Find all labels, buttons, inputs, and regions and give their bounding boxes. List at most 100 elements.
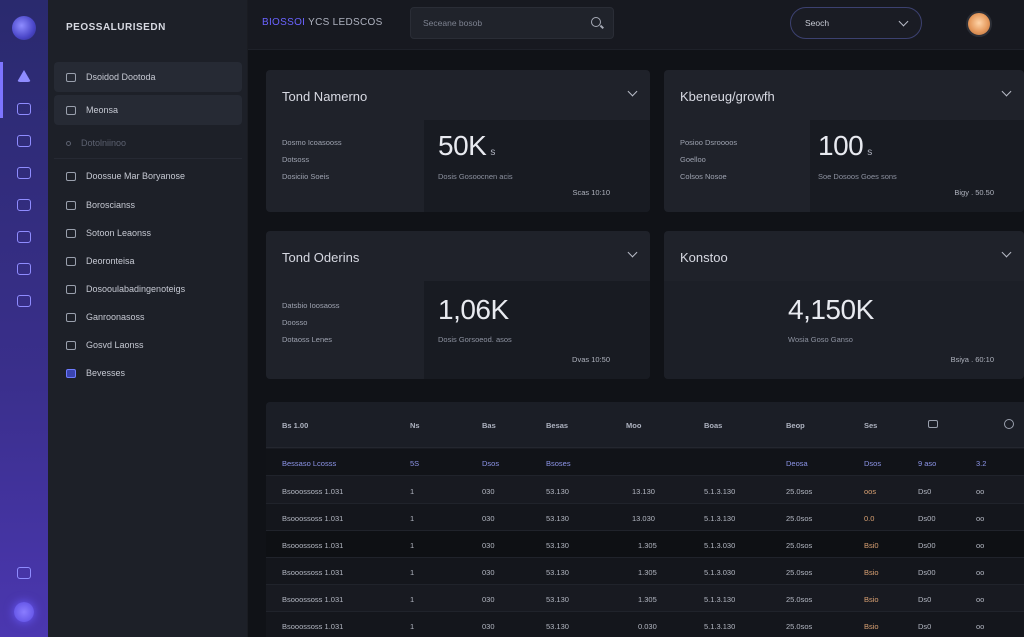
page-title-text: YCS LEDSCOS [308,17,383,28]
sidebar-item-overview[interactable]: Doossue Mar Boryanose [54,161,242,191]
chevron-down-icon[interactable] [627,86,638,97]
table-cell: 1 [410,622,415,631]
table-row[interactable]: Bsooossoss 1.031 1 030 53.130 1.305 5.1.… [266,558,1024,585]
column-header[interactable]: Ns [410,421,420,430]
sidebar-item-label: Ganroonasoss [86,312,145,322]
home-icon[interactable] [17,70,31,82]
table-cell: 1 [410,514,415,523]
card-label: Dotaoss Lenes [282,335,333,344]
sidebar-item-media[interactable]: Meonsa [54,95,242,125]
grid-icon[interactable] [17,135,31,147]
stat-card-growth: Kbeneug/growfh Posioo Dsroooos Goelloo C… [664,70,1024,212]
column-header[interactable]: Moo [626,421,642,430]
table-cell: 1 [410,487,415,496]
table-cell: 030 [482,595,495,604]
table-cell: 030 [482,541,495,550]
sidebar-item-label: Bevesses [86,368,126,378]
sidebar-item-section[interactable]: Dotolniinoo [54,128,242,158]
chevron-down-icon [898,16,909,27]
table-cell: 25.0sos [786,541,813,550]
column-header[interactable]: Bs 1.00 [282,421,309,430]
table-row[interactable]: Bsooossoss 1.031 1 030 53.130 13.030 5.1… [266,504,1024,531]
sidebar-item-reports[interactable]: Deoronteisa [54,246,242,276]
column-header[interactable]: Boas [704,421,723,430]
table-cell: 25.0sos [786,622,813,631]
table-cell: Ds0 [918,487,932,496]
data-table: Bs 1.00 Ns Bas Besas Moo Boas Beop Ses B… [266,402,1024,637]
table-cell: oo [976,622,985,631]
sidebar: PEOSSALURISEDN Dsoidod Dootoda Meonsa Do… [48,0,248,637]
users-icon[interactable] [17,231,31,243]
filter-icon[interactable] [928,420,938,428]
table-cell: 030 [482,568,495,577]
sidebar-item-groups[interactable]: Ganroonasoss [54,302,242,332]
card-footer: Bsiya . 60:10 [950,355,994,364]
search-icon[interactable] [591,17,601,27]
card-subtext: Dosis Gorsoeod. asos [438,335,512,344]
sidebar-item-settings[interactable]: Dosooulabadingenoteigs [54,274,242,304]
table-cell: 5.1.3.030 [704,541,736,550]
table-cell: Ds00 [918,541,936,550]
settings-icon [66,284,76,294]
folder-icon[interactable] [17,295,31,307]
column-header[interactable]: Ses [864,421,878,430]
divider [54,158,242,159]
sidebar-item-browser[interactable]: Boroscianss [54,190,242,220]
grid-icon [66,171,76,181]
sidebar-item-label: Gosvd Laonss [86,340,144,350]
chevron-down-icon[interactable] [1001,247,1012,258]
table-row[interactable]: Bsooossoss 1.031 1 030 53.130 0.030 5.1.… [266,612,1024,637]
chevron-down-icon[interactable] [627,247,638,258]
icon-rail [0,0,48,637]
sidebar-item-loans[interactable]: Gosvd Laonss [54,330,242,360]
stat-card-konstoo: Konstoo 4,150K Wosia Goso Ganso Bsiya . … [664,231,1024,379]
table-cell: 5.1.3.130 [704,622,736,631]
table-cell: oo [976,541,985,550]
app-logo-icon[interactable] [12,16,36,40]
assistant-icon[interactable] [14,602,34,622]
calendar-icon[interactable] [17,167,31,179]
refresh-icon[interactable] [1004,419,1014,429]
column-header[interactable]: Bas [482,421,496,430]
sidebar-item-leads[interactable]: Sotoon Leaonss [54,218,242,248]
table-cell: Dsos [482,459,500,468]
dot-icon [66,140,71,146]
settings-icon[interactable] [17,263,31,275]
card-value-number: 4,150K [788,294,874,325]
table-cell: 5S [410,459,420,468]
card-label: Datsbio Ioosaoss [282,301,340,310]
table-cell: 0.030 [638,622,657,631]
star-icon [66,368,76,378]
sidebar-item-dashboard[interactable]: Dsoidod Dootoda [54,62,242,92]
column-header[interactable]: Besas [546,421,569,430]
table-row[interactable]: Bsooossoss 1.031 1 030 53.130 13.130 5.1… [266,477,1024,504]
table-cell: Bsio [864,568,879,577]
column-header[interactable]: Beop [786,421,805,430]
card-footer: Dvas 10:50 [572,355,610,364]
chart-icon[interactable] [17,199,31,211]
table-row[interactable]: Bessaso Lcosss 5S Dsos Bsoses Deosa Dsos… [266,449,1024,476]
sidebar-item-label: Dosooulabadingenoteigs [86,284,186,294]
filter-select[interactable]: Seoch [790,7,922,39]
table-cell: 25.0sos [786,568,813,577]
chevron-down-icon[interactable] [1001,86,1012,97]
sidebar-item-reviews[interactable]: Bevesses [54,358,242,388]
search-input[interactable] [423,16,583,30]
sidebar-item-label: Dotolniinoo [81,138,127,148]
sidebar-item-label: Sotoon Leaonss [86,228,152,238]
window-icon [66,200,76,210]
table-row[interactable]: Bsooossoss 1.031 1 030 53.130 1.305 5.1.… [266,585,1024,612]
table-cell: 1 [410,541,415,550]
table-cell: 030 [482,622,495,631]
user-avatar[interactable] [966,11,992,37]
card-value-unit: s [490,147,495,158]
image-icon [66,105,76,115]
table-cell: Bsooossoss 1.031 [282,514,344,523]
table-cell: oo [976,568,985,577]
mail-icon[interactable] [17,567,31,579]
table-cell: Bsooossoss 1.031 [282,595,344,604]
table-row[interactable]: Bsooossoss 1.031 1 030 53.130 1.305 5.1.… [266,531,1024,558]
table-cell: 53.130 [546,514,569,523]
card-value-unit: s [867,147,872,158]
dashboard-icon[interactable] [17,103,31,115]
